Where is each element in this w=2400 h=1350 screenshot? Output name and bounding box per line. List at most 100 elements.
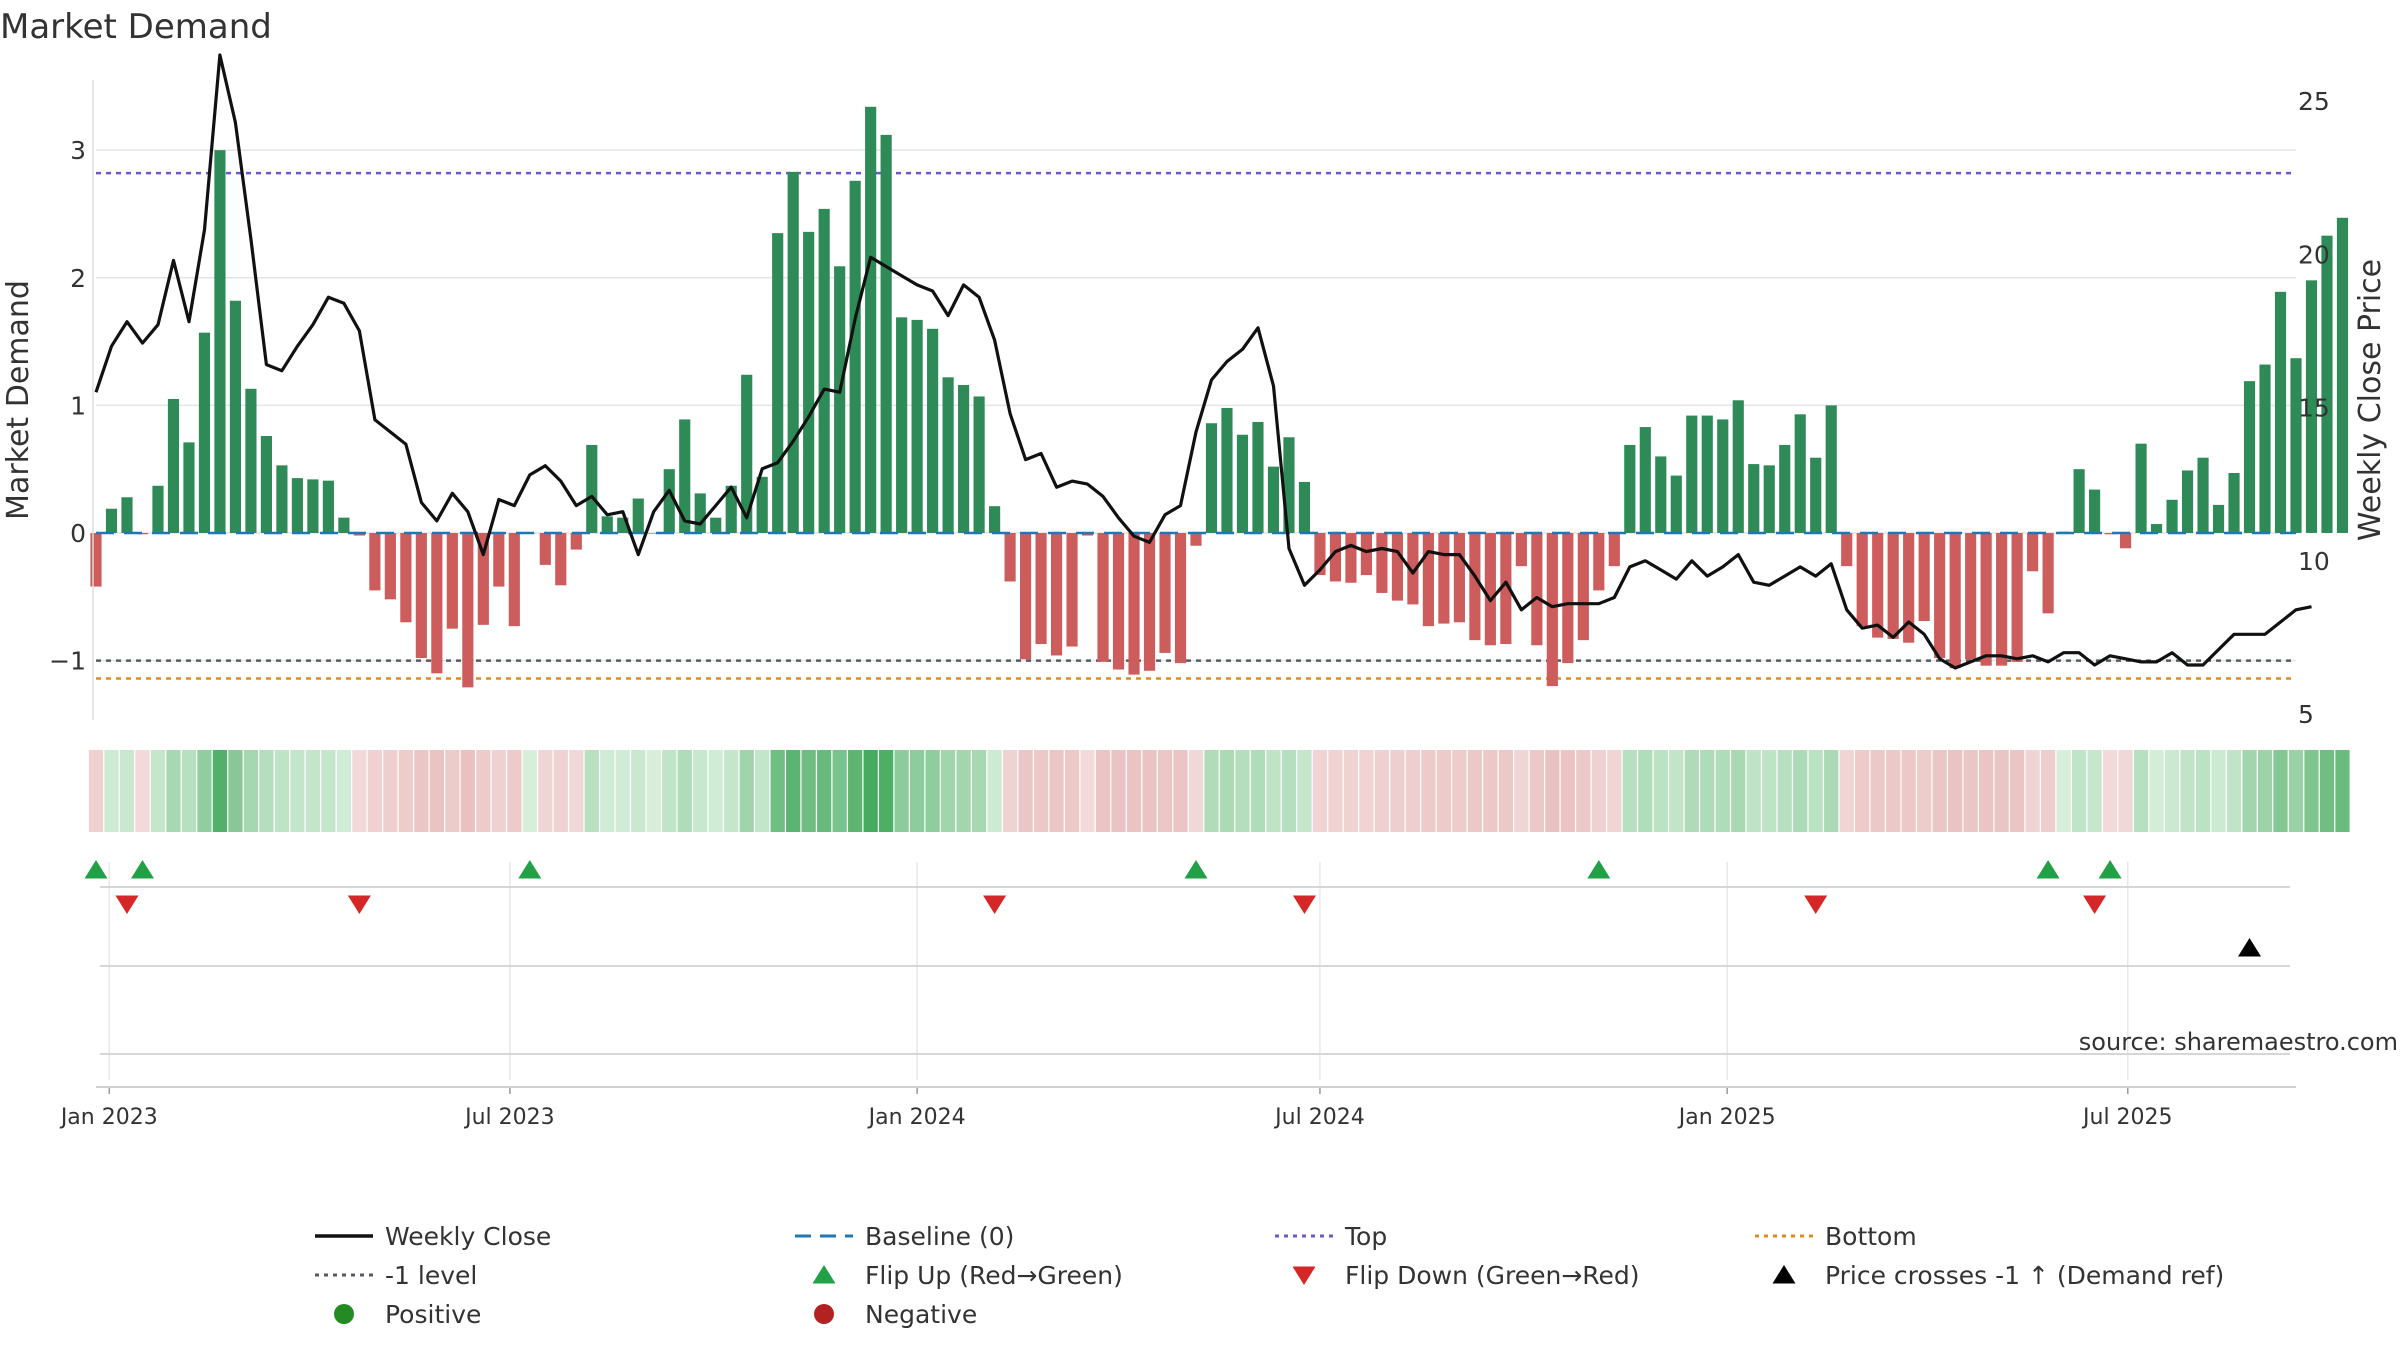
event-markers <box>84 860 2262 957</box>
demand-bar <box>384 532 396 600</box>
flip-down-marker <box>1804 895 1828 914</box>
heat-cell <box>2304 750 2319 832</box>
demand-bar <box>1159 532 1171 653</box>
heat-cell <box>848 750 863 832</box>
demand-bar <box>1949 532 1961 669</box>
y-axis-label: Market Demand <box>1 280 36 520</box>
demand-bar <box>880 134 892 533</box>
heat-cell <box>894 750 909 832</box>
weekly-close-line <box>94 53 2312 670</box>
legend-label: Flip Up (Red→Green) <box>865 1261 1123 1290</box>
heat-cell <box>538 750 553 832</box>
heat-cell <box>305 750 321 832</box>
heat-cell <box>181 750 197 832</box>
demand-bar <box>1531 532 1543 646</box>
heat-cell <box>1390 750 1405 832</box>
heat-cell <box>2195 750 2211 832</box>
heat-cell <box>1886 750 1901 832</box>
heat-cell <box>1064 750 1080 832</box>
heat-cell <box>863 750 878 832</box>
legend-label: Negative <box>865 1300 977 1329</box>
demand-bar <box>307 479 319 533</box>
demand-bar <box>663 469 675 533</box>
heat-cell <box>2242 750 2257 832</box>
heat-cell <box>336 750 352 832</box>
demand-bar <box>1887 532 1899 639</box>
heat-cell <box>1576 750 1591 832</box>
demand-bar <box>834 266 846 533</box>
flip-up-marker <box>1587 860 1611 879</box>
demand-bar <box>477 532 489 625</box>
demand-bar <box>2274 291 2287 533</box>
demand-bar <box>1841 532 1853 567</box>
demand-bar <box>2336 217 2349 533</box>
demand-bar <box>1701 415 1713 533</box>
demand-bar <box>911 319 923 533</box>
demand-bar <box>167 399 180 533</box>
heat-cell <box>1405 750 1421 832</box>
heat-cell <box>1281 750 1297 832</box>
demand-bar <box>555 532 567 586</box>
legend-triangle-down-icon <box>1292 1266 1316 1285</box>
demand-bar <box>1221 407 1233 533</box>
heat-cell <box>770 750 785 832</box>
demand-bar <box>1825 405 1837 533</box>
demand-bar <box>2228 473 2240 533</box>
heat-cell <box>1545 750 1560 832</box>
demand-bar <box>1081 532 1094 536</box>
demand-bar <box>787 171 799 533</box>
demand-bar <box>1515 532 1527 567</box>
heat-cell <box>1529 750 1544 832</box>
flip-up-marker <box>518 860 542 879</box>
demand-bar <box>1918 532 1930 622</box>
heat-cell <box>708 750 723 832</box>
heat-cell <box>1204 750 1219 832</box>
heat-cell <box>1870 750 1885 832</box>
demand-bar <box>741 374 753 533</box>
heat-cell <box>445 750 460 832</box>
demand-bar <box>198 332 211 533</box>
demand-bar <box>694 493 706 533</box>
heat-cell <box>1514 750 1529 832</box>
flip-down-marker <box>2083 895 2107 914</box>
heat-cell <box>1250 750 1266 832</box>
demand-bar <box>1624 444 1636 533</box>
legend-label: Baseline (0) <box>865 1222 1014 1251</box>
demand-bar <box>2150 524 2163 533</box>
heat-cell <box>1049 750 1064 832</box>
demand-bars <box>90 106 2349 688</box>
heat-cell <box>615 750 630 832</box>
demand-bar <box>772 233 784 533</box>
y2-tick-label: 15 <box>2298 394 2330 423</box>
demand-bar <box>1128 532 1140 675</box>
y-tick-label: 1 <box>70 391 86 420</box>
heat-cell <box>150 750 166 832</box>
heat-cell <box>1715 750 1730 832</box>
heat-cell <box>987 750 1002 832</box>
heat-cell <box>398 750 413 832</box>
heat-cell <box>662 750 677 832</box>
demand-bar <box>989 506 1001 533</box>
demand-bar <box>291 478 303 533</box>
y2-tick-label: 10 <box>2298 547 2330 576</box>
demand-bar <box>865 106 877 533</box>
heat-cell <box>119 750 135 832</box>
demand-bar <box>1345 532 1357 583</box>
heat-cell <box>755 750 770 832</box>
y2-tick-label: 20 <box>2298 240 2330 269</box>
demand-bar <box>1453 532 1465 623</box>
heat-cell <box>1638 750 1653 832</box>
demand-bar <box>415 532 427 659</box>
demand-bar <box>2212 504 2225 533</box>
demand-bar <box>508 532 520 627</box>
legend-circle-icon <box>334 1304 354 1324</box>
demand-bar <box>2042 532 2054 614</box>
heat-cell <box>1622 750 1637 832</box>
y-tick-label: 0 <box>70 519 86 548</box>
demand-bar <box>1035 532 1047 644</box>
heat-cell <box>786 750 801 832</box>
flip-up-marker <box>2036 860 2060 879</box>
heat-cell <box>1746 750 1761 832</box>
legend-item: Positive <box>334 1300 481 1329</box>
legend-label: Top <box>1344 1222 1387 1251</box>
